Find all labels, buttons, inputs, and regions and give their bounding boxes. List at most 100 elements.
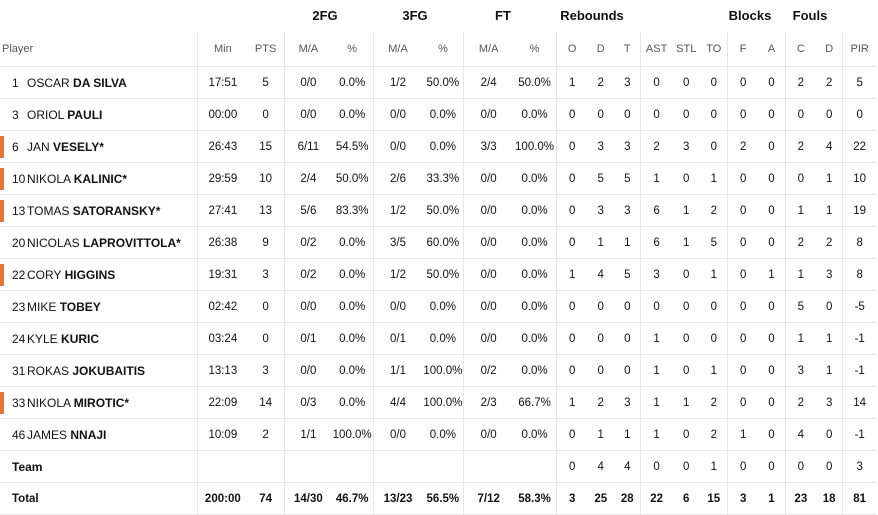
table-row: 20 NICOLAS LAPROVITTOLA* 26:38 9 0/2 0.0% 3/5 6… [0, 226, 876, 259]
stat-cell: 3 [587, 130, 615, 163]
header-pir[interactable]: PIR [842, 32, 876, 67]
header-2fg-pct[interactable]: % [347, 43, 358, 55]
stat-cell: 2 [726, 130, 759, 163]
stat-cell: 3 [614, 386, 641, 419]
stat-cell: 0 [587, 354, 615, 387]
table-row: 6 JAN VESELY* 26:43 15 6/11 54.5% 0/0 0.0% 3/3 10… [0, 130, 876, 163]
player-last-name[interactable]: NNAJI [70, 427, 107, 442]
player-first-name: JAMES [27, 427, 68, 442]
stat-cell: 5 [700, 226, 728, 259]
player-number: 1 [12, 75, 19, 90]
player-cell[interactable]: 24 KYLE KURIC [0, 322, 198, 355]
player-cell[interactable]: 6 JAN VESELY* [0, 130, 198, 163]
stat-cell: 100.0% [422, 354, 464, 387]
stat-cell: 0.0% [331, 66, 374, 99]
player-cell[interactable]: 46 JAMES NNAJI [0, 418, 198, 451]
player-cell[interactable]: 1 OSCAR DA SILVA [0, 66, 198, 99]
player-cell[interactable]: 13 TOMAS SATORANSKY* [0, 194, 198, 227]
header-min[interactable]: Min [197, 32, 248, 67]
header-player[interactable]: Player [2, 43, 34, 55]
stat-cell: 0 [640, 98, 672, 131]
header-ast[interactable]: AST [640, 32, 672, 67]
stat-cell: 2 [700, 418, 728, 451]
stat-cell: 0 [640, 290, 672, 323]
table-row: 10 NIKOLA KALINIC* 29:59 10 2/4 50.0% 2/6 33.3%… [0, 162, 876, 195]
player-last-name[interactable]: VESELY* [53, 139, 104, 154]
stat-cell: 50.0% [422, 66, 464, 99]
stat-cell: 1 [640, 322, 672, 355]
stat-cell: 6/11 [283, 130, 332, 163]
stat-cell: 0.0% [513, 98, 557, 131]
player-last-name[interactable]: DA SILVA [73, 75, 127, 90]
stat-cell: 0 [614, 98, 641, 131]
stat-cell: 54.5% [331, 130, 374, 163]
stat-cell: 0 [555, 322, 588, 355]
stat-cell: 0 [758, 226, 786, 259]
header-reb-d[interactable]: D [596, 43, 605, 55]
stat-cell: 2 [784, 386, 817, 419]
stat-cell: 1 [671, 386, 701, 419]
player-last-name[interactable]: PAULI [67, 107, 103, 122]
stat-cell: 0 [555, 290, 588, 323]
player-number: 22 [12, 267, 26, 282]
stat-cell: 0 [640, 450, 672, 483]
stat-cell: 1 [816, 322, 843, 355]
player-cell[interactable]: 22 CORY HIGGINS [0, 258, 198, 291]
header-blk-a[interactable]: A [767, 43, 776, 55]
header-row: Player Min PTS M/A % M/A % M/A % O D T A… [0, 32, 876, 67]
player-number: 13 [12, 203, 26, 218]
player-last-name[interactable]: HIGGINS [64, 267, 116, 282]
header-foul-d[interactable]: D [825, 43, 834, 55]
stat-cell: 1/2 [372, 66, 423, 99]
player-last-name[interactable]: SATORANSKY* [72, 203, 161, 218]
player-last-name[interactable]: KURIC [61, 331, 100, 346]
stat-cell: 0 [758, 322, 786, 355]
player-cell[interactable]: 3 ORIOL PAULI [0, 98, 198, 131]
player-last-name[interactable]: TOBEY [59, 299, 101, 314]
stat-cell: 0/0 [372, 418, 423, 451]
header-3fg-ma[interactable]: M/A [372, 32, 423, 67]
stat-cell: 2/4 [283, 162, 332, 195]
header-blk-f[interactable]: F [726, 32, 759, 67]
stat-cell: 9 [247, 226, 285, 259]
player-cell[interactable]: 20 NICOLAS LAPROVITTOLA* [0, 226, 198, 259]
header-foul-c[interactable]: C [784, 32, 817, 67]
header-reb-t[interactable]: T [623, 43, 631, 55]
stat-cell [247, 450, 285, 483]
table-row: 22 CORY HIGGINS 19:31 3 0/2 0.0% 1/2 50.0% 0/0 0.… [0, 258, 876, 291]
stat-cell: 0 [671, 290, 701, 323]
header-2fg-ma[interactable]: M/A [283, 32, 332, 67]
stat-cell: 0 [726, 354, 759, 387]
player-last-name[interactable]: KALINIC* [73, 171, 128, 186]
header-ft-ma[interactable]: M/A [463, 32, 514, 67]
stat-cell: 3 [671, 130, 701, 163]
stat-cell: 0.0% [513, 258, 557, 291]
header-3fg-pct[interactable]: % [437, 43, 448, 55]
player-cell[interactable]: 31 ROKAS JOKUBAITIS [0, 354, 198, 387]
player-cell[interactable]: 10 NIKOLA KALINIC* [0, 162, 198, 195]
stat-cell: 26:38 [197, 226, 248, 259]
player-cell[interactable]: 33 NIKOLA MIROTIC* [0, 386, 198, 419]
player-cell[interactable]: 23 MIKE TOBEY [0, 290, 198, 323]
stat-cell: 0/2 [283, 226, 332, 259]
header-reb-o[interactable]: O [555, 32, 588, 67]
stat-cell: 0 [587, 98, 615, 131]
player-last-name[interactable]: MIROTIC* [73, 395, 130, 410]
player-last-name[interactable]: LAPROVITTOLA* [83, 235, 181, 250]
stat-cell: 2 [587, 66, 615, 99]
stat-cell: 0 [816, 450, 843, 483]
stat-cell: 0 [700, 66, 728, 99]
stat-cell: 0.0% [331, 290, 374, 323]
stat-cell: 1 [700, 162, 728, 195]
stat-cell: 1 [587, 418, 615, 451]
player-last-name[interactable]: JOKUBAITIS [72, 363, 146, 378]
header-ft-pct[interactable]: % [529, 43, 540, 55]
stat-cell: 23 [784, 482, 817, 515]
stat-cell: 22:09 [197, 386, 248, 419]
header-to[interactable]: TO [706, 43, 722, 55]
header-stl[interactable]: STL [676, 43, 697, 55]
stat-cell: 4/4 [372, 386, 423, 419]
stat-cell: 13:13 [197, 354, 248, 387]
header-pts[interactable]: PTS [254, 43, 277, 55]
